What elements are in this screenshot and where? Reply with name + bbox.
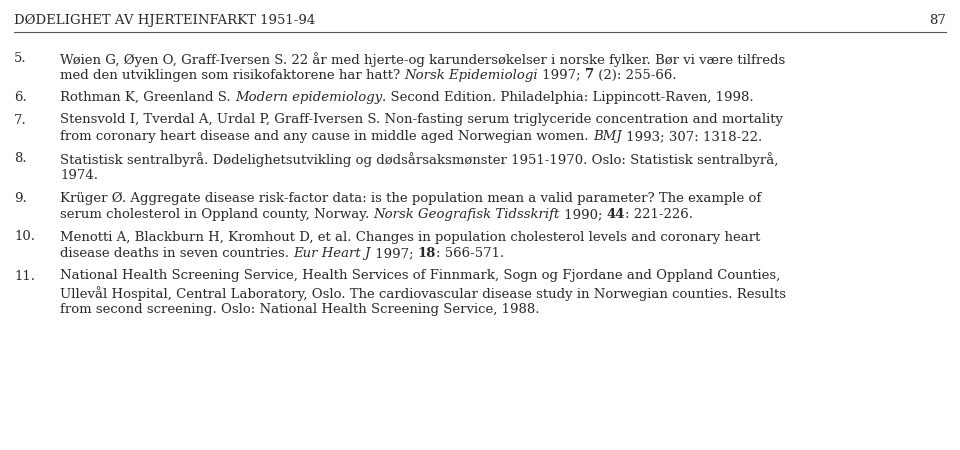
Text: Norsk Epidemiologi: Norsk Epidemiologi [404, 68, 538, 81]
Text: Krüger Ø. Aggregate disease risk-factor data: is the population mean a valid par: Krüger Ø. Aggregate disease risk-factor … [60, 192, 761, 205]
Text: disease deaths in seven countries.: disease deaths in seven countries. [60, 247, 293, 260]
Text: : 221-226.: : 221-226. [625, 208, 693, 221]
Text: 1990;: 1990; [560, 208, 607, 221]
Text: Wøien G, Øyen O, Graff-Iversen S. 22 år med hjerte-og karundersøkelser i norske : Wøien G, Øyen O, Graff-Iversen S. 22 år … [60, 52, 785, 67]
Text: 8.: 8. [14, 153, 27, 166]
Text: DØDELIGHET AV HJERTEINFARKT 1951-94: DØDELIGHET AV HJERTEINFARKT 1951-94 [14, 14, 315, 27]
Text: 1993; 307: 1318-22.: 1993; 307: 1318-22. [621, 130, 761, 143]
Text: 1974.: 1974. [60, 169, 98, 182]
Text: Ullevål Hospital, Central Laboratory, Oslo. The cardiovascular disease study in : Ullevål Hospital, Central Laboratory, Os… [60, 286, 786, 301]
Text: 18: 18 [418, 247, 436, 260]
Text: 44: 44 [607, 208, 625, 221]
Text: Menotti A, Blackburn H, Kromhout D, et al. Changes in population cholesterol lev: Menotti A, Blackburn H, Kromhout D, et a… [60, 230, 760, 243]
Text: 87: 87 [929, 14, 946, 27]
Text: Eur Heart J: Eur Heart J [293, 247, 371, 260]
Text: Stensvold I, Tverdal A, Urdal P, Graff-Iversen S. Non-fasting serum triglyceride: Stensvold I, Tverdal A, Urdal P, Graff-I… [60, 113, 783, 126]
Text: Modern epidemiology: Modern epidemiology [235, 91, 382, 104]
Text: 1997;: 1997; [371, 247, 418, 260]
Text: serum cholesterol in Oppland county, Norway.: serum cholesterol in Oppland county, Nor… [60, 208, 373, 221]
Text: 7: 7 [585, 68, 594, 81]
Text: 1997;: 1997; [538, 68, 585, 81]
Text: (2): 255-66.: (2): 255-66. [594, 68, 677, 81]
Text: 5.: 5. [14, 52, 27, 65]
Text: BMJ: BMJ [592, 130, 621, 143]
Text: 10.: 10. [14, 230, 35, 243]
Text: Statistisk sentralbyrå. Dødelighetsutvikling og dødsårsaksmønster 1951-1970. Osl: Statistisk sentralbyrå. Dødelighetsutvik… [60, 153, 779, 167]
Text: 7.: 7. [14, 113, 27, 126]
Text: . Second Edition. Philadelphia: Lippincott-Raven, 1998.: . Second Edition. Philadelphia: Lippinco… [382, 91, 754, 104]
Text: from coronary heart disease and any cause in middle aged Norwegian women.: from coronary heart disease and any caus… [60, 130, 592, 143]
Text: National Health Screening Service, Health Services of Finnmark, Sogn og Fjordane: National Health Screening Service, Healt… [60, 270, 780, 283]
Text: 6.: 6. [14, 91, 27, 104]
Text: : 566-571.: : 566-571. [436, 247, 504, 260]
Text: 9.: 9. [14, 192, 27, 204]
Text: from second screening. Oslo: National Health Screening Service, 1988.: from second screening. Oslo: National He… [60, 302, 540, 315]
Text: Norsk Geografisk Tidsskrift: Norsk Geografisk Tidsskrift [373, 208, 560, 221]
Text: Rothman K, Greenland S.: Rothman K, Greenland S. [60, 91, 235, 104]
Text: 11.: 11. [14, 270, 35, 283]
Text: med den utviklingen som risikofaktorene har hatt?: med den utviklingen som risikofaktorene … [60, 68, 404, 81]
